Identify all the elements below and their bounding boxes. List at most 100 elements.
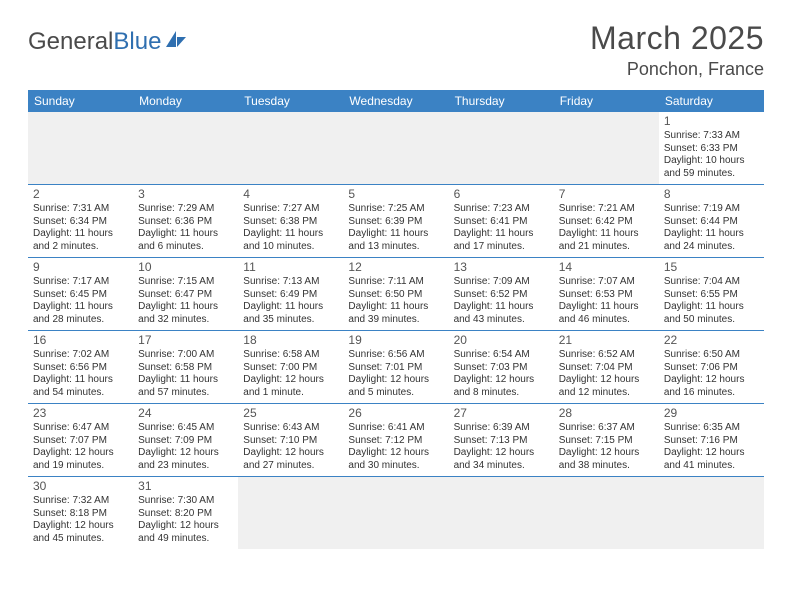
day-sunrise: Sunrise: 6:50 AM xyxy=(664,349,759,362)
day-daylight1: Daylight: 12 hours xyxy=(664,374,759,387)
day-number: 21 xyxy=(559,333,654,348)
day-cell: 2Sunrise: 7:31 AMSunset: 6:34 PMDaylight… xyxy=(28,185,133,257)
day-sunrise: Sunrise: 6:56 AM xyxy=(348,349,443,362)
day-number: 26 xyxy=(348,406,443,421)
day-daylight1: Daylight: 11 hours xyxy=(243,228,338,241)
day-daylight1: Daylight: 12 hours xyxy=(243,447,338,460)
day-daylight1: Daylight: 12 hours xyxy=(559,447,654,460)
day-cell: 14Sunrise: 7:07 AMSunset: 6:53 PMDayligh… xyxy=(554,258,659,330)
day-sunrise: Sunrise: 7:17 AM xyxy=(33,276,128,289)
calendar: SundayMondayTuesdayWednesdayThursdayFrid… xyxy=(28,90,764,549)
day-daylight2: and 45 minutes. xyxy=(33,533,128,546)
weeks-container: 1Sunrise: 7:33 AMSunset: 6:33 PMDaylight… xyxy=(28,112,764,549)
day-sunrise: Sunrise: 7:30 AM xyxy=(138,495,233,508)
day-sunrise: Sunrise: 6:39 AM xyxy=(454,422,549,435)
day-cell: 21Sunrise: 6:52 AMSunset: 7:04 PMDayligh… xyxy=(554,331,659,403)
day-daylight1: Daylight: 12 hours xyxy=(454,447,549,460)
day-number: 6 xyxy=(454,187,549,202)
day-sunset: Sunset: 6:47 PM xyxy=(138,289,233,302)
day-sunrise: Sunrise: 7:27 AM xyxy=(243,203,338,216)
day-daylight1: Daylight: 11 hours xyxy=(454,228,549,241)
day-daylight2: and 10 minutes. xyxy=(243,241,338,254)
location: Ponchon, France xyxy=(590,59,764,80)
day-sunrise: Sunrise: 7:13 AM xyxy=(243,276,338,289)
brand-part1: General xyxy=(28,28,113,56)
weekday-sunday: Sunday xyxy=(28,90,133,112)
header: GeneralBlue March 2025 Ponchon, France xyxy=(28,20,764,80)
day-number: 18 xyxy=(243,333,338,348)
day-daylight1: Daylight: 12 hours xyxy=(559,374,654,387)
day-sunset: Sunset: 6:45 PM xyxy=(33,289,128,302)
day-number: 10 xyxy=(138,260,233,275)
day-daylight1: Daylight: 11 hours xyxy=(33,301,128,314)
day-daylight2: and 38 minutes. xyxy=(559,460,654,473)
day-daylight2: and 23 minutes. xyxy=(138,460,233,473)
day-daylight2: and 13 minutes. xyxy=(348,241,443,254)
day-number: 2 xyxy=(33,187,128,202)
day-sunset: Sunset: 7:10 PM xyxy=(243,435,338,448)
week-row: 30Sunrise: 7:32 AMSunset: 8:18 PMDayligh… xyxy=(28,477,764,549)
day-cell: 1Sunrise: 7:33 AMSunset: 6:33 PMDaylight… xyxy=(659,112,764,184)
day-daylight1: Daylight: 12 hours xyxy=(33,447,128,460)
day-blank xyxy=(238,112,343,184)
day-number: 9 xyxy=(33,260,128,275)
day-daylight2: and 27 minutes. xyxy=(243,460,338,473)
weekday-monday: Monday xyxy=(133,90,238,112)
day-sunset: Sunset: 7:06 PM xyxy=(664,362,759,375)
brand-part2: Blue xyxy=(113,28,161,56)
day-sunrise: Sunrise: 7:25 AM xyxy=(348,203,443,216)
day-number: 14 xyxy=(559,260,654,275)
day-daylight1: Daylight: 12 hours xyxy=(664,447,759,460)
week-row: 23Sunrise: 6:47 AMSunset: 7:07 PMDayligh… xyxy=(28,404,764,477)
day-daylight1: Daylight: 11 hours xyxy=(33,374,128,387)
day-sunset: Sunset: 6:33 PM xyxy=(664,143,759,156)
day-number: 20 xyxy=(454,333,549,348)
day-cell: 11Sunrise: 7:13 AMSunset: 6:49 PMDayligh… xyxy=(238,258,343,330)
day-daylight1: Daylight: 12 hours xyxy=(348,374,443,387)
day-sunset: Sunset: 6:50 PM xyxy=(348,289,443,302)
day-cell: 16Sunrise: 7:02 AMSunset: 6:56 PMDayligh… xyxy=(28,331,133,403)
day-sunset: Sunset: 6:44 PM xyxy=(664,216,759,229)
day-sunset: Sunset: 6:36 PM xyxy=(138,216,233,229)
weekday-tuesday: Tuesday xyxy=(238,90,343,112)
day-daylight1: Daylight: 12 hours xyxy=(243,374,338,387)
day-number: 28 xyxy=(559,406,654,421)
week-row: 16Sunrise: 7:02 AMSunset: 6:56 PMDayligh… xyxy=(28,331,764,404)
day-daylight2: and 16 minutes. xyxy=(664,387,759,400)
day-number: 8 xyxy=(664,187,759,202)
day-cell: 28Sunrise: 6:37 AMSunset: 7:15 PMDayligh… xyxy=(554,404,659,476)
day-daylight1: Daylight: 11 hours xyxy=(559,301,654,314)
day-daylight2: and 30 minutes. xyxy=(348,460,443,473)
weekday-saturday: Saturday xyxy=(659,90,764,112)
day-sunset: Sunset: 6:38 PM xyxy=(243,216,338,229)
day-cell: 8Sunrise: 7:19 AMSunset: 6:44 PMDaylight… xyxy=(659,185,764,257)
day-daylight2: and 49 minutes. xyxy=(138,533,233,546)
sail-icon xyxy=(164,28,188,56)
day-number: 1 xyxy=(664,114,759,129)
day-sunrise: Sunrise: 7:33 AM xyxy=(664,130,759,143)
day-cell: 18Sunrise: 6:58 AMSunset: 7:00 PMDayligh… xyxy=(238,331,343,403)
day-daylight2: and 2 minutes. xyxy=(33,241,128,254)
day-sunset: Sunset: 7:03 PM xyxy=(454,362,549,375)
day-blank xyxy=(238,477,343,549)
day-daylight2: and 6 minutes. xyxy=(138,241,233,254)
day-sunset: Sunset: 7:07 PM xyxy=(33,435,128,448)
day-number: 3 xyxy=(138,187,233,202)
day-blank xyxy=(343,477,448,549)
day-sunset: Sunset: 8:18 PM xyxy=(33,508,128,521)
day-daylight2: and 50 minutes. xyxy=(664,314,759,327)
day-sunrise: Sunrise: 6:47 AM xyxy=(33,422,128,435)
day-sunrise: Sunrise: 7:04 AM xyxy=(664,276,759,289)
day-sunrise: Sunrise: 7:00 AM xyxy=(138,349,233,362)
day-sunrise: Sunrise: 6:58 AM xyxy=(243,349,338,362)
day-sunset: Sunset: 6:41 PM xyxy=(454,216,549,229)
day-cell: 10Sunrise: 7:15 AMSunset: 6:47 PMDayligh… xyxy=(133,258,238,330)
day-cell: 4Sunrise: 7:27 AMSunset: 6:38 PMDaylight… xyxy=(238,185,343,257)
day-cell: 7Sunrise: 7:21 AMSunset: 6:42 PMDaylight… xyxy=(554,185,659,257)
day-daylight1: Daylight: 10 hours xyxy=(664,155,759,168)
day-sunrise: Sunrise: 6:37 AM xyxy=(559,422,654,435)
day-sunrise: Sunrise: 6:45 AM xyxy=(138,422,233,435)
day-sunset: Sunset: 6:34 PM xyxy=(33,216,128,229)
day-number: 22 xyxy=(664,333,759,348)
day-sunrise: Sunrise: 7:32 AM xyxy=(33,495,128,508)
